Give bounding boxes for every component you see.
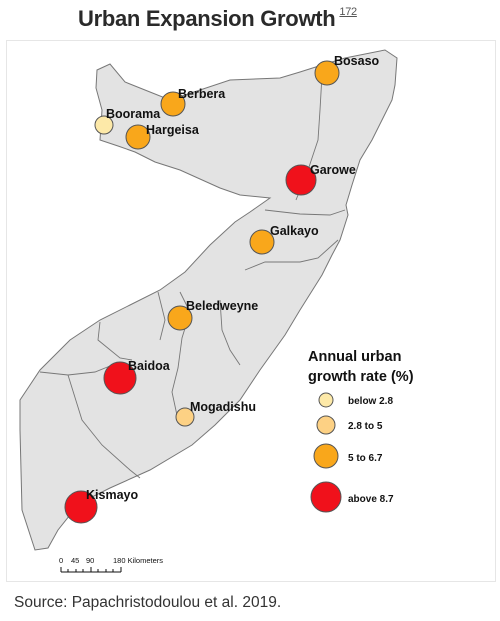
city-dot-galkayo[interactable] bbox=[249, 229, 275, 255]
city-label-baidoa: Baidoa bbox=[128, 359, 171, 373]
legend-title-line1: Annual urban bbox=[308, 349, 401, 365]
source-citation: Source: Papachristodoulou et al. 2019. bbox=[14, 594, 282, 611]
city-label-bosaso: Bosaso bbox=[334, 54, 380, 68]
city-dot-garowe[interactable] bbox=[285, 164, 317, 196]
map-frame bbox=[6, 40, 496, 582]
legend-dot-below bbox=[318, 392, 334, 408]
footnote-reference[interactable]: 172 bbox=[339, 5, 357, 18]
city-label-berbera: Berbera bbox=[178, 87, 226, 101]
legend-label-below: below 2.8 bbox=[348, 396, 393, 407]
city-label-garowe: Garowe bbox=[310, 163, 356, 177]
region-borders bbox=[39, 74, 346, 479]
city-dot-hargeisa[interactable] bbox=[125, 124, 151, 150]
legend-label-low: 2.8 to 5 bbox=[348, 421, 383, 432]
legend: Annual urban growth rate (%) below 2.8 2… bbox=[308, 349, 414, 513]
city-dot-kismayo[interactable] bbox=[64, 490, 98, 524]
legend-label-mid: 5 to 6.7 bbox=[348, 453, 383, 464]
legend-dot-mid bbox=[313, 443, 339, 469]
city-dot-berbera[interactable] bbox=[160, 91, 186, 117]
legend-dot-low bbox=[316, 415, 336, 435]
city-label-boorama: Boorama bbox=[106, 107, 161, 121]
city-dot-bosaso[interactable] bbox=[314, 60, 340, 86]
scale-tick-180: 180 Kilometers bbox=[113, 556, 163, 565]
city-label-galkayo: Galkayo bbox=[270, 224, 319, 238]
map-title-text: Urban Expansion Growth bbox=[78, 6, 336, 31]
city-dot-boorama[interactable] bbox=[94, 115, 114, 135]
city-dot-mogadishu[interactable] bbox=[175, 407, 195, 427]
city-label-beledweyne: Beledweyne bbox=[186, 299, 258, 313]
map-title: Urban Expansion Growth 172 bbox=[78, 6, 357, 32]
city-label-kismayo: Kismayo bbox=[86, 488, 138, 502]
scale-line bbox=[60, 567, 122, 573]
city-label-hargeisa: Hargeisa bbox=[146, 123, 200, 137]
scale-bar: 0 45 90 180 Kilometers bbox=[59, 556, 163, 573]
city-markers: Bosaso Berbera Boorama Hargeisa Garowe G… bbox=[64, 54, 380, 524]
scale-tick-90: 90 bbox=[86, 556, 94, 565]
legend-label-high: above 8.7 bbox=[348, 494, 394, 505]
legend-title-line2: growth rate (%) bbox=[308, 369, 414, 385]
city-dot-baidoa[interactable] bbox=[103, 361, 137, 395]
city-dot-beledweyne[interactable] bbox=[167, 305, 193, 331]
city-label-mogadishu: Mogadishu bbox=[190, 400, 256, 414]
legend-dot-high bbox=[310, 481, 342, 513]
scale-tick-0: 0 bbox=[59, 556, 63, 565]
scale-tick-45: 45 bbox=[71, 556, 79, 565]
